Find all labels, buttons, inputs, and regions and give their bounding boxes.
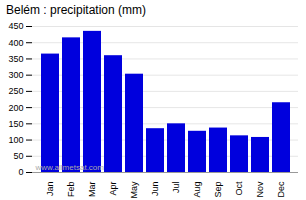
svg-text:Jan: Jan [45,182,55,197]
svg-text:Aug: Aug [192,182,202,198]
svg-text:300: 300 [8,70,23,80]
svg-text:Dec: Dec [276,181,286,198]
svg-text:Jun: Jun [150,182,160,197]
svg-text:www.allmetsat.com: www.allmetsat.com [35,163,105,172]
svg-text:May: May [129,181,139,199]
svg-text:Oct: Oct [234,181,244,196]
svg-text:Sep: Sep [213,182,223,198]
svg-text:200: 200 [8,102,23,112]
svg-text:250: 250 [8,86,23,96]
html-text:Belém : precipitation (mm): Belém : precipitation (mm) [6,3,146,17]
svg-text:0: 0 [18,167,23,177]
svg-text:Feb: Feb [66,182,76,198]
svg-text:Apr: Apr [108,182,118,196]
svg-text:450: 450 [8,21,23,31]
svg-text:50: 50 [13,151,23,161]
svg-text:Nov: Nov [255,181,265,198]
svg-text:Jul: Jul [171,182,181,194]
svg-text:350: 350 [8,54,23,64]
svg-text:Mar: Mar [87,181,97,197]
svg-text:100: 100 [8,135,23,145]
svg-text:400: 400 [8,38,23,48]
svg-text:150: 150 [8,119,23,129]
